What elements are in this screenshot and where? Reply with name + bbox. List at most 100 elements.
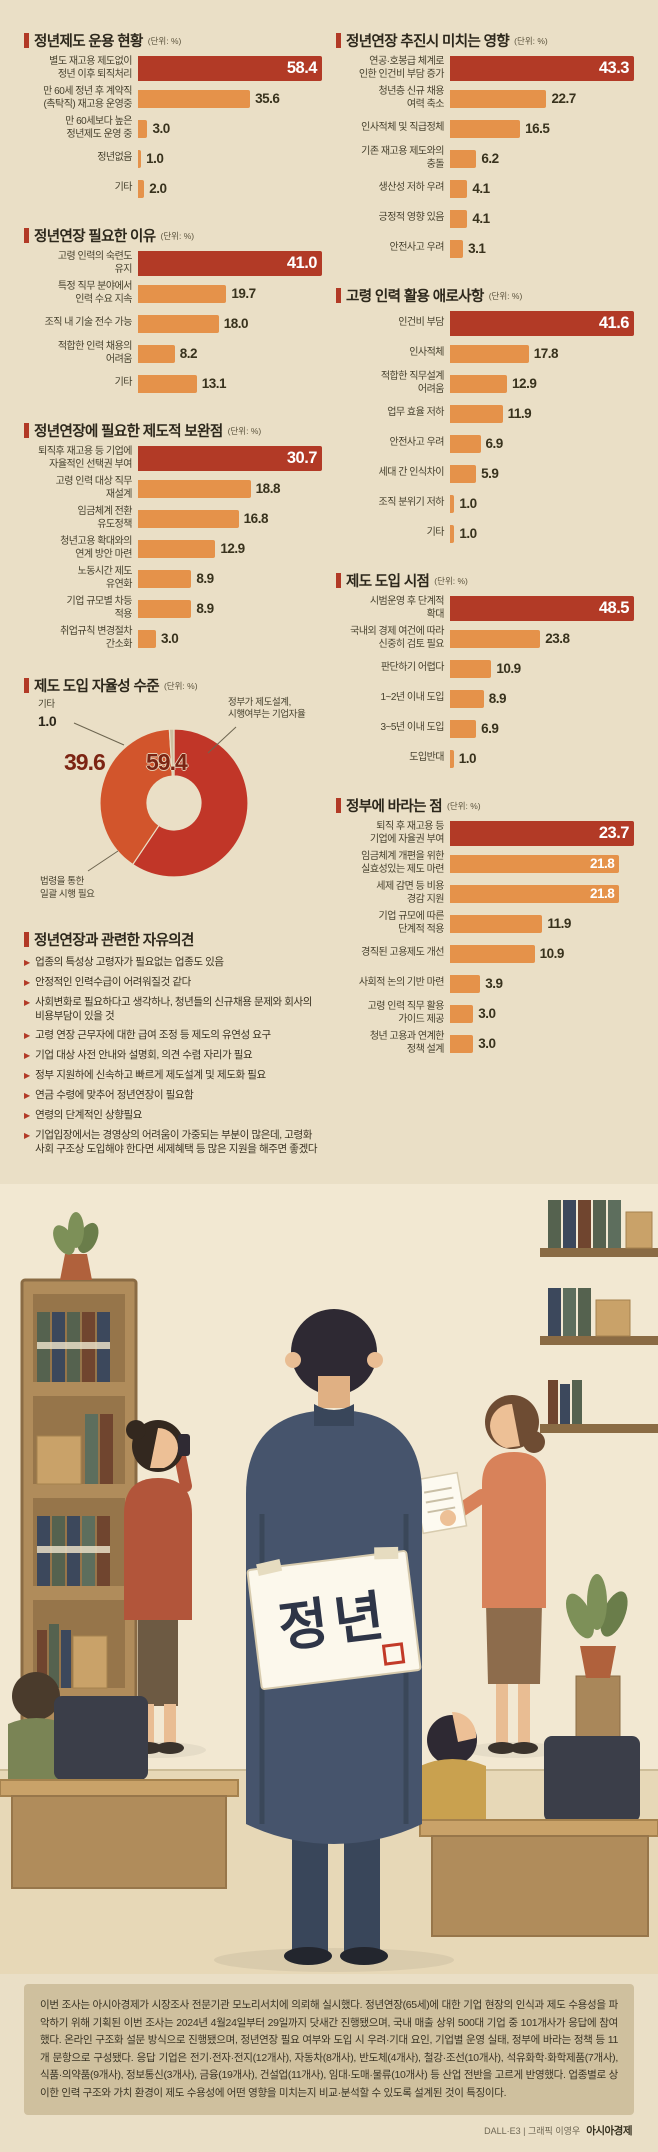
bar-label: 경직된 고용제도 개선 bbox=[361, 947, 444, 959]
bar-label: 고령 인력 대상 직무 재설계 bbox=[55, 476, 133, 500]
bar bbox=[450, 239, 464, 258]
bar-track: 48.5 bbox=[450, 596, 634, 621]
chart-title: 제도 도입 시점 (단위: %) bbox=[336, 570, 634, 591]
bar-row: 조직 분위기 저하 1.0 bbox=[336, 491, 634, 516]
chart-unit: (단위: %) bbox=[434, 575, 468, 586]
bar-row: 고령 인력의 숙련도 유지 41.0 bbox=[24, 251, 322, 276]
bar-label: 3~5년 이내 도입 bbox=[380, 722, 444, 734]
chart-title: 정년연장에 필요한 제도적 보완점 (단위: %) bbox=[24, 420, 322, 441]
bullet-arrow-icon: ▶ bbox=[24, 997, 31, 1007]
bar-label: 국내외 경제 여건에 따라 신중히 검토 필요 bbox=[350, 626, 444, 650]
bar-row: 시범운영 후 단계적 확대 48.5 bbox=[336, 596, 634, 621]
bar-track: 4.1 bbox=[450, 206, 634, 231]
bar bbox=[138, 284, 227, 303]
bar-label: 인사적체 및 직급정체 bbox=[361, 122, 444, 134]
chart-unit: (단위: %) bbox=[163, 680, 198, 691]
bar-track: 21.8 bbox=[450, 851, 634, 876]
bar-row: 생산성 저하 우려 4.1 bbox=[336, 176, 634, 201]
bar-label: 세제 감면 등 비용 경감 지원 bbox=[376, 881, 444, 905]
bar-value: 8.9 bbox=[488, 691, 507, 706]
bar-label: 인건비 부담 bbox=[398, 317, 444, 329]
donut-label-etc: 기타 1.0 bbox=[38, 699, 57, 730]
bar-track: 41.0 bbox=[138, 251, 322, 276]
bar-label: 세대 간 인식차이 bbox=[378, 467, 445, 479]
bar-row: 임금체계 개편을 위한 실효성있는 제도 마련 21.8 bbox=[336, 851, 634, 876]
bar bbox=[450, 749, 454, 768]
opinion-text: 연금 수령에 맞추어 정년연장이 필요함 bbox=[35, 1089, 194, 1102]
opinion-text: 사회변화로 필요하다고 생각하나, 청년들의 신규채용 문제와 회사의 비용부담… bbox=[35, 995, 313, 1022]
bar bbox=[450, 209, 468, 228]
brand-name: 아시아경제 bbox=[586, 2124, 632, 2137]
man-back: 정년 bbox=[214, 1309, 454, 1973]
bar-value: 12.9 bbox=[512, 376, 537, 391]
bar: 23.7 bbox=[450, 821, 634, 846]
bar-track: 1.0 bbox=[450, 746, 634, 771]
chart-extension-impacts: 정년연장 추진시 미치는 영향 (단위: %) 연공·호봉급 체계로 인한 인건비 부… bbox=[336, 30, 634, 261]
bar-label: 연공·호봉급 체계로 인한 인건비 부담 증가 bbox=[358, 56, 445, 80]
bar-track: 58.4 bbox=[138, 56, 322, 81]
bar bbox=[138, 629, 156, 648]
bar-label: 청년 고용과 연계한 정책 설계 bbox=[369, 1031, 445, 1055]
bar-row: 기존 재고용 제도와의 충돌 6.2 bbox=[336, 146, 634, 171]
bar bbox=[138, 509, 239, 528]
bar-row: 기업 규모별 차등 적용 8.9 bbox=[24, 596, 322, 621]
bar bbox=[450, 719, 477, 738]
chart-unit: (단위: %) bbox=[147, 35, 182, 46]
chart-unit: (단위: %) bbox=[488, 290, 523, 301]
bar-label: 조직 분위기 저하 bbox=[378, 497, 445, 509]
sign-text: 정년 bbox=[275, 1586, 393, 1659]
bar-row: 청년층 신규 채용 여력 축소 22.7 bbox=[336, 86, 634, 111]
chart-title: 제도 도입 자율성 수준 (단위: %) bbox=[24, 675, 322, 696]
bar-track: 3.0 bbox=[138, 626, 322, 651]
bar-value: 8.2 bbox=[179, 346, 198, 361]
opinion-text: 정부 지원하에 신속하고 빠르게 제도설계 및 제도화 필요 bbox=[35, 1069, 266, 1082]
bar-label: 특정 직무 분야에서 인력 수요 지속 bbox=[57, 281, 133, 305]
bar-row: 조직 내 기술 전수 가능 18.0 bbox=[24, 311, 322, 336]
bar bbox=[450, 344, 529, 363]
bar-label: 사회적 논의 기반 마련 bbox=[358, 977, 445, 989]
bar-track: 43.3 bbox=[450, 56, 634, 81]
chart-title: 정년연장 필요한 이유 (단위: %) bbox=[24, 225, 322, 246]
bar-row: 퇴직 후 재고용 등 기업에 자율권 부여 23.7 bbox=[336, 821, 634, 846]
bar-track: 8.9 bbox=[138, 566, 322, 591]
bar-track: 11.9 bbox=[450, 401, 634, 426]
bar-row: 인사적체 17.8 bbox=[336, 341, 634, 366]
bar-label: 기타 bbox=[426, 527, 445, 539]
bar bbox=[138, 314, 219, 333]
bar-track: 11.9 bbox=[450, 911, 634, 936]
opinion-text: 연령의 단계적인 상향필요 bbox=[35, 1108, 143, 1121]
donut-slice bbox=[131, 728, 249, 878]
methodology-text: 이번 조사는 아시아경제가 시장조사 전문기관 모노리서치에 의뢰해 실시했다.… bbox=[40, 1999, 618, 2099]
bullet-arrow-icon: ▶ bbox=[24, 1071, 31, 1081]
bar-row: 청년고용 확대와의 연계 방안 마련 12.9 bbox=[24, 536, 322, 561]
chart-title-text: 고령 인력 활용 애로사항 bbox=[346, 289, 484, 305]
bar-track: 22.7 bbox=[450, 86, 634, 111]
bar-row: 세제 감면 등 비용 경감 지원 21.8 bbox=[336, 881, 634, 906]
bar bbox=[450, 974, 481, 993]
bar-track: 16.5 bbox=[450, 116, 634, 141]
opinion-item: ▶ 업종의 특성상 고령자가 필요없는 업종도 있음 bbox=[24, 956, 322, 970]
bar-track: 18.8 bbox=[138, 476, 322, 501]
left-column: 정년제도 운용 현황 (단위: %) 별도 재고용 제도없이 정년 이후 퇴직처리 58… bbox=[24, 30, 322, 1180]
bar-row: 청년 고용과 연계한 정책 설계 3.0 bbox=[336, 1031, 634, 1056]
bar-label: 안전사고 우려 bbox=[389, 437, 445, 449]
bar-row: 특정 직무 분야에서 인력 수요 지속 19.7 bbox=[24, 281, 322, 306]
bar-value: 13.1 bbox=[201, 376, 227, 391]
bar-track: 12.9 bbox=[450, 371, 634, 396]
bar-label: 정년없음 bbox=[97, 152, 132, 164]
opinion-item: ▶ 기업입장에서는 경영상의 어려움이 가중되는 부분이 많은데, 고령화 사회 … bbox=[24, 1129, 322, 1157]
opinion-text: 기업입장에서는 경영상의 어려움이 가중되는 부분이 많은데, 고령화 사회 구… bbox=[35, 1128, 318, 1155]
opinion-item: ▶ 사회변화로 필요하다고 생각하나, 청년들의 신규채용 문제와 회사의 비용부… bbox=[24, 996, 322, 1024]
bar-value: 41.0 bbox=[286, 254, 318, 272]
bar-value: 1.0 bbox=[459, 526, 477, 541]
bar bbox=[450, 149, 477, 168]
bar-value: 22.7 bbox=[551, 91, 576, 106]
bar-row: 인건비 부담 41.6 bbox=[336, 311, 634, 336]
bar-value: 11.9 bbox=[547, 916, 571, 931]
bar: 48.5 bbox=[450, 596, 634, 621]
bar bbox=[450, 119, 521, 138]
bar-label: 안전사고 우려 bbox=[389, 242, 445, 254]
donut-slice bbox=[168, 728, 175, 777]
office-illustration: 정년 bbox=[0, 1184, 658, 1975]
bar: 43.3 bbox=[450, 56, 634, 81]
